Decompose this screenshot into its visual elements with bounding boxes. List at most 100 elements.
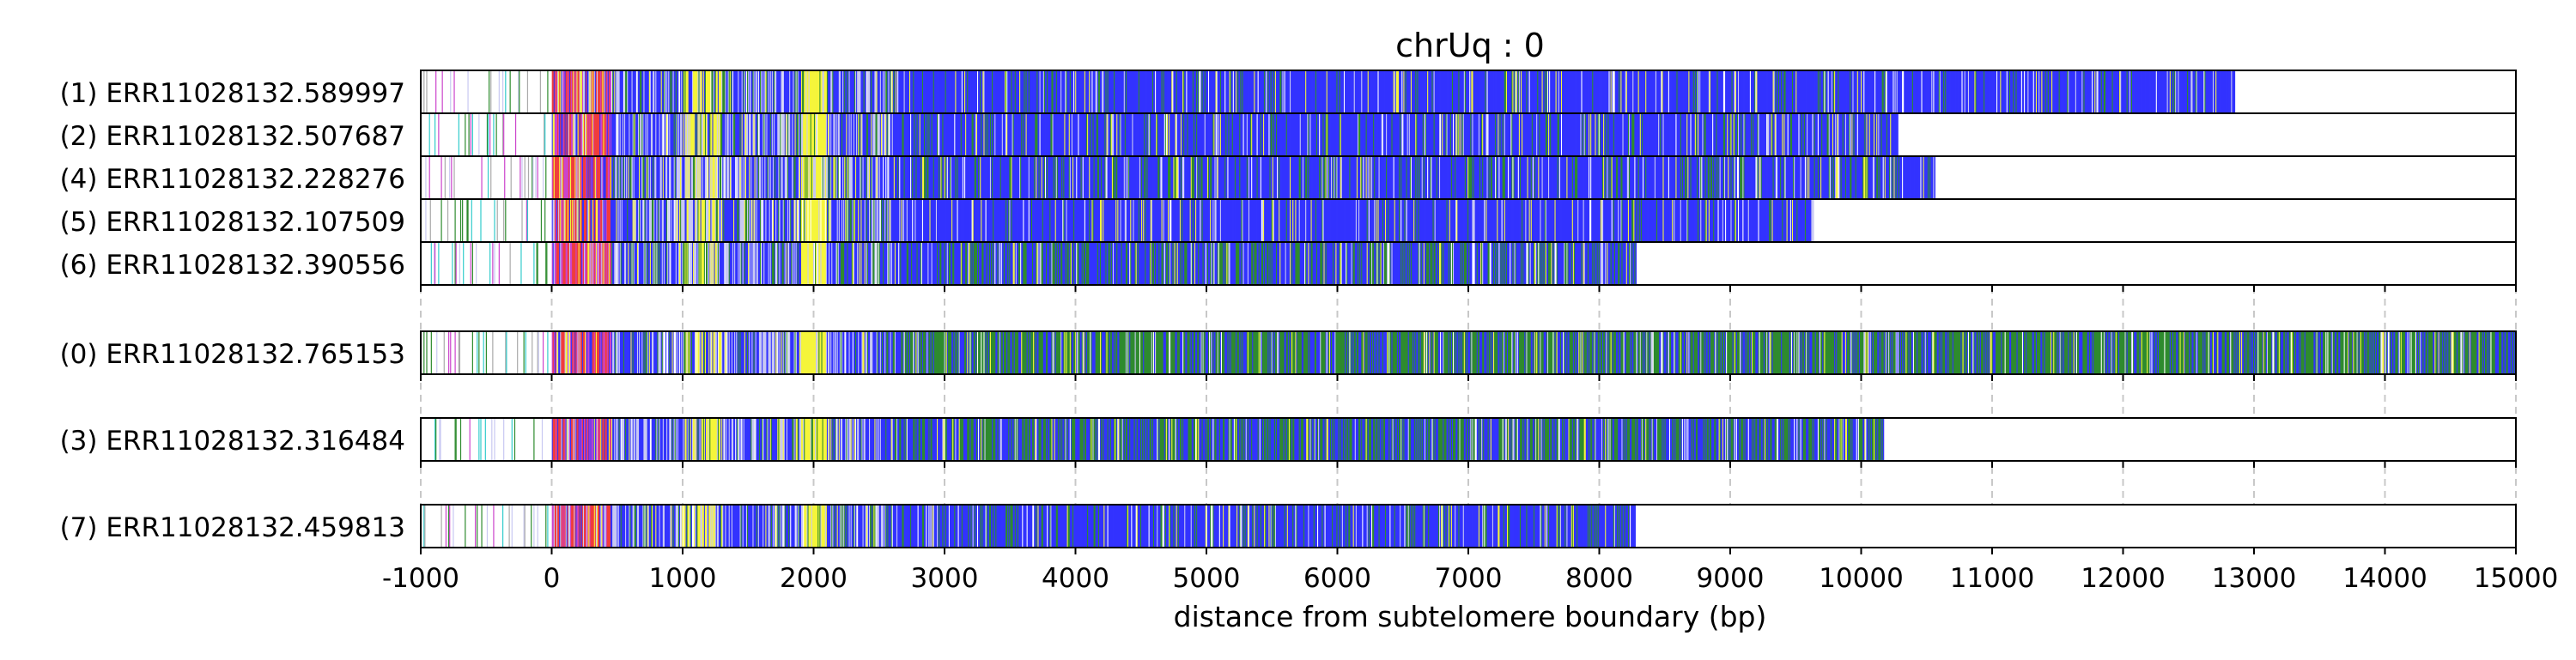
repeat-segment [821,113,823,156]
repeat-segment [1895,113,1899,156]
repeat-segment [1722,156,1724,199]
repeat-segment [1177,70,1180,113]
repeat-segment [1053,156,1055,199]
repeat-segment [1859,156,1862,199]
repeat-segment [1486,156,1489,199]
repeat-segment [1291,70,1292,113]
repeat-segment [2196,70,2198,113]
repeat-segment [1516,113,1519,156]
repeat-segment [1577,113,1578,156]
repeat-segment [1732,156,1735,199]
repeat-segment [765,70,767,113]
repeat-segment [858,156,860,199]
repeat-segment [1067,70,1070,113]
repeat-segment [1763,156,1765,199]
repeat-segment [683,70,685,113]
repeat-segment [2044,70,2047,113]
repeat-segment [735,113,737,156]
repeat-segment [886,156,888,199]
repeat-segment [1281,156,1283,199]
repeat-segment [2082,70,2084,113]
repeat-segment [582,70,585,113]
repeat-segment [1205,113,1207,156]
repeat-segment [664,156,666,199]
repeat-segment [805,70,807,113]
repeat-segment [1215,156,1218,199]
repeat-segment [1532,113,1534,156]
repeat-segment [856,70,858,113]
repeat-segment [1032,113,1034,156]
repeat-segment [1839,156,1842,199]
repeat-segment [1367,70,1370,113]
repeat-segment [1150,113,1152,156]
repeat-segment [892,113,895,156]
repeat-segment [1097,156,1099,199]
repeat-segment [756,70,758,113]
repeat-segment [560,113,562,156]
repeat-segment [1302,113,1304,156]
repeat-segment [1863,156,1865,199]
repeat-segment [1935,70,1937,113]
repeat-segment [1688,70,1690,113]
repeat-segment [1259,70,1261,113]
repeat-segment [586,156,587,199]
repeat-segment [1879,70,1880,113]
repeat-segment [1817,70,1820,113]
repeat-segment [681,70,683,113]
repeat-segment [744,156,747,199]
repeat-segment [1230,113,1232,156]
repeat-segment [1013,113,1016,156]
repeat-segment [846,70,848,113]
repeat-segment [518,70,519,113]
repeat-segment [573,156,574,199]
repeat-segment [1038,156,1041,199]
repeat-segment [1126,156,1128,199]
repeat-segment [1521,113,1522,156]
repeat-segment [885,113,887,156]
repeat-segment [1640,113,1643,156]
repeat-segment [1013,70,1016,113]
repeat-segment [585,113,586,156]
repeat-segment [1432,113,1435,156]
repeat-segment [1277,113,1279,156]
repeat-segment [896,156,898,199]
repeat-segment [823,113,826,156]
repeat-segment [1066,70,1069,113]
repeat-segment [1354,156,1357,199]
repeat-segment [721,113,723,156]
repeat-segment [1002,156,1005,199]
repeat-segment [969,113,972,156]
repeat-segment [791,70,793,113]
repeat-segment [1704,113,1707,156]
repeat-segment [1373,113,1375,156]
repeat-segment [875,113,878,156]
repeat-segment [594,156,597,199]
repeat-segment [877,70,879,113]
repeat-segment [2178,70,2179,113]
repeat-segment [712,113,714,156]
repeat-segment [1042,70,1045,113]
repeat-segment [1011,156,1013,199]
repeat-segment [2081,70,2082,113]
repeat-segment [2148,70,2150,113]
repeat-segment [1716,156,1717,199]
repeat-segment [872,113,874,156]
repeat-segment [1699,156,1701,199]
repeat-segment [1054,156,1057,199]
repeat-segment [1342,70,1345,113]
repeat-segment [1886,156,1888,199]
repeat-segment [1599,113,1601,156]
repeat-segment [1218,156,1221,199]
repeat-segment [1240,156,1242,199]
repeat-segment [1528,113,1530,156]
repeat-segment [690,113,692,156]
repeat-segment [1289,156,1291,199]
repeat-segment [614,70,616,113]
repeat-segment [835,156,838,199]
repeat-segment [1396,70,1399,113]
repeat-segment [1380,70,1382,113]
repeat-segment [1590,156,1592,199]
repeat-segment [1571,70,1574,113]
repeat-segment [819,70,821,113]
repeat-segment [901,156,902,199]
